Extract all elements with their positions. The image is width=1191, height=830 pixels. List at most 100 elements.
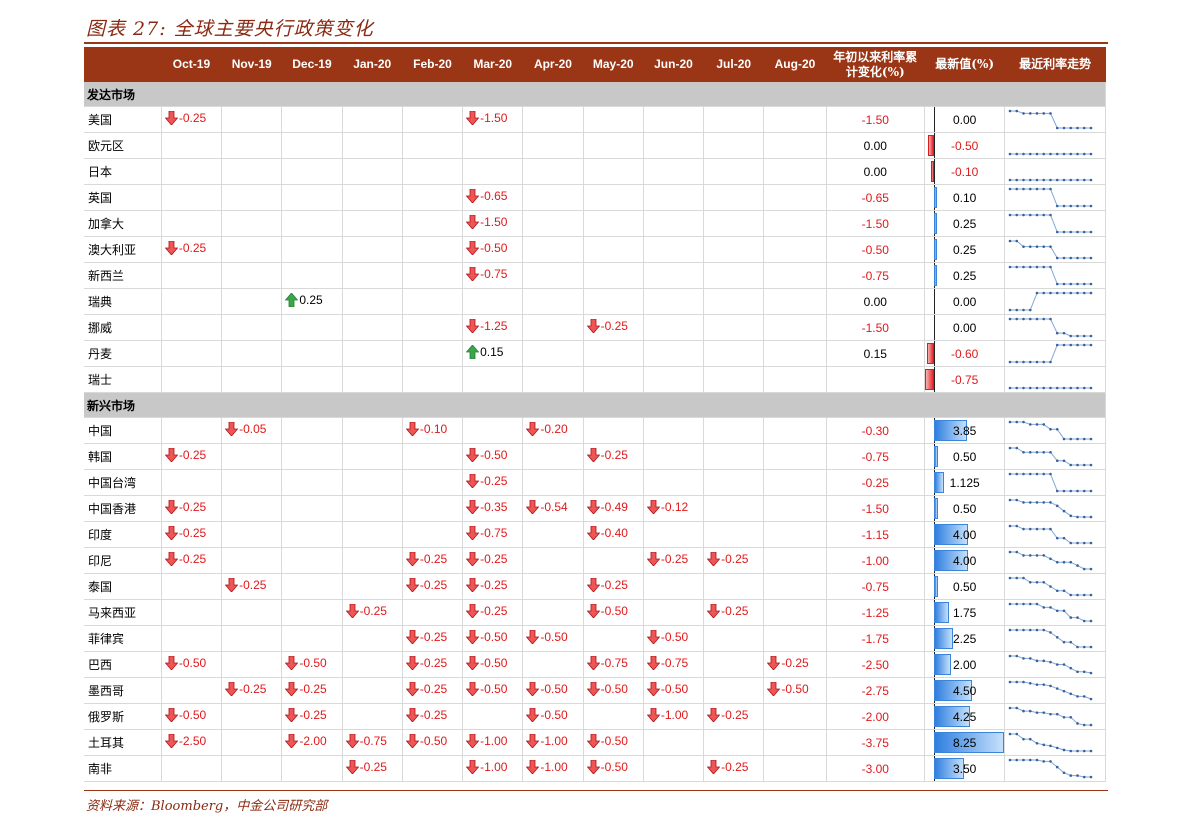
latest-rate: 0.25 bbox=[924, 236, 1006, 263]
sparkline-point bbox=[1049, 291, 1053, 295]
databar bbox=[926, 343, 934, 364]
change-cell: 0.25 bbox=[281, 288, 343, 315]
change-cell: -0.25 bbox=[583, 573, 644, 600]
arrow-up-icon bbox=[466, 345, 480, 359]
ytd-change: -2.75 bbox=[826, 677, 926, 704]
table-row: 中国香港 -0.25 -0.35 -0.54 -0.49 -0.12 -1.50 0.50 bbox=[84, 495, 1106, 522]
sparkline-point bbox=[1029, 213, 1032, 217]
databar-axis bbox=[934, 367, 936, 392]
change-cell bbox=[342, 547, 403, 574]
change-cell bbox=[522, 314, 584, 341]
change-cell bbox=[342, 288, 403, 315]
sparkline-point bbox=[1083, 256, 1086, 260]
sparkline-point bbox=[1022, 112, 1026, 115]
change-cell bbox=[522, 132, 584, 159]
latest-rate: -0.50 bbox=[924, 132, 1006, 159]
rate-sparkline bbox=[1009, 239, 1093, 260]
country-name: 英国 bbox=[84, 184, 162, 211]
sparkline-point bbox=[1009, 680, 1012, 684]
change-value: -0.25 bbox=[419, 682, 448, 696]
footer-rule bbox=[84, 790, 1108, 791]
rate-sparkline bbox=[1009, 109, 1093, 130]
change-value: -0.25 bbox=[299, 708, 327, 722]
change-cell bbox=[342, 106, 403, 133]
change-cell bbox=[221, 521, 283, 548]
change-cell bbox=[643, 236, 705, 263]
latest-value: 0.25 bbox=[953, 242, 977, 257]
rate-cut: -0.50 bbox=[285, 656, 327, 670]
sparkline-point bbox=[1049, 527, 1053, 531]
sparkline-point bbox=[1036, 112, 1039, 115]
country-name: 瑞典 bbox=[84, 288, 162, 315]
sparkline-point bbox=[1049, 606, 1053, 609]
rate-cut: -0.50 bbox=[586, 682, 628, 696]
sparkline-point bbox=[1076, 593, 1080, 597]
sparkline-point bbox=[1056, 504, 1059, 508]
sparkline-point bbox=[1076, 152, 1080, 156]
sparkline-point bbox=[1063, 204, 1066, 208]
sparkline-point bbox=[1042, 291, 1046, 295]
rate-sparkline bbox=[1009, 187, 1093, 208]
sparkline-point bbox=[1076, 695, 1080, 698]
rate-cut: -0.25 bbox=[466, 578, 507, 592]
arrow-down-icon bbox=[466, 604, 480, 618]
rate-cut: -0.50 bbox=[526, 630, 568, 644]
sparkline-point bbox=[1029, 628, 1032, 632]
ytd-change: -3.00 bbox=[826, 755, 926, 782]
arrow-down-icon bbox=[586, 760, 601, 774]
sparkline-point bbox=[1015, 109, 1019, 113]
sparkline-point bbox=[1076, 749, 1080, 753]
rate-cut: -0.25 bbox=[707, 604, 748, 618]
rate-hike: 0.25 bbox=[285, 293, 323, 307]
change-value: -0.75 bbox=[480, 526, 508, 540]
sparkline-point bbox=[1076, 774, 1080, 777]
country-name: 泰国 bbox=[84, 573, 162, 600]
trend-cell bbox=[1004, 210, 1106, 237]
change-cell bbox=[281, 106, 343, 133]
change-cell bbox=[703, 106, 765, 133]
sparkline-point bbox=[1022, 178, 1026, 182]
change-cell bbox=[281, 625, 343, 652]
sparkline-line bbox=[1010, 266, 1092, 285]
trend-cell bbox=[1004, 625, 1106, 652]
arrow-down-icon bbox=[526, 630, 540, 644]
sparkline-point bbox=[1076, 645, 1080, 649]
table-row: 马来西亚 -0.25 -0.25 -0.50 -0.25 -1.25 1.75 bbox=[84, 599, 1106, 626]
arrow-down-icon bbox=[586, 319, 601, 333]
country-name: 韩国 bbox=[84, 443, 162, 470]
arrow-down-icon bbox=[586, 734, 601, 748]
rate-cut: -0.35 bbox=[466, 500, 507, 514]
section-label: 发达市场 bbox=[84, 82, 1106, 107]
rate-cut: -0.25 bbox=[285, 708, 327, 722]
change-cell: -0.49 bbox=[583, 495, 644, 522]
sparkline-point bbox=[1083, 670, 1086, 674]
change-cell bbox=[643, 417, 705, 444]
change-cell bbox=[703, 288, 765, 315]
sparkline-point bbox=[1015, 420, 1019, 424]
country-name: 瑞士 bbox=[84, 366, 162, 393]
sparkline-point bbox=[1029, 245, 1032, 248]
databar-axis bbox=[934, 315, 936, 340]
rate-cut: -0.25 bbox=[225, 682, 266, 696]
databar bbox=[934, 732, 1004, 753]
change-cell bbox=[763, 158, 827, 185]
change-cell bbox=[703, 340, 765, 367]
sparkline-point bbox=[1083, 126, 1086, 130]
change-cell bbox=[161, 625, 223, 652]
arrow-down-icon bbox=[466, 682, 480, 696]
change-cell bbox=[763, 729, 827, 756]
change-cell bbox=[281, 210, 343, 237]
change-value: -0.50 bbox=[600, 604, 628, 618]
table-row: 澳大利亚 -0.25 -0.50 -0.50 0.25 bbox=[84, 236, 1106, 263]
rate-cut: -0.12 bbox=[646, 500, 688, 514]
ytd-change: -1.15 bbox=[826, 521, 926, 548]
latest-rate: 1.75 bbox=[924, 599, 1006, 626]
change-value: -0.25 bbox=[178, 552, 207, 566]
arrow-down-icon bbox=[285, 656, 299, 670]
sparkline-point bbox=[1083, 515, 1086, 519]
sparkline-point bbox=[1069, 774, 1073, 777]
latest-rate: 0.25 bbox=[924, 262, 1006, 289]
change-value: -0.25 bbox=[721, 760, 749, 774]
change-value: -0.25 bbox=[299, 682, 327, 696]
change-cell: -0.20 bbox=[522, 417, 584, 444]
